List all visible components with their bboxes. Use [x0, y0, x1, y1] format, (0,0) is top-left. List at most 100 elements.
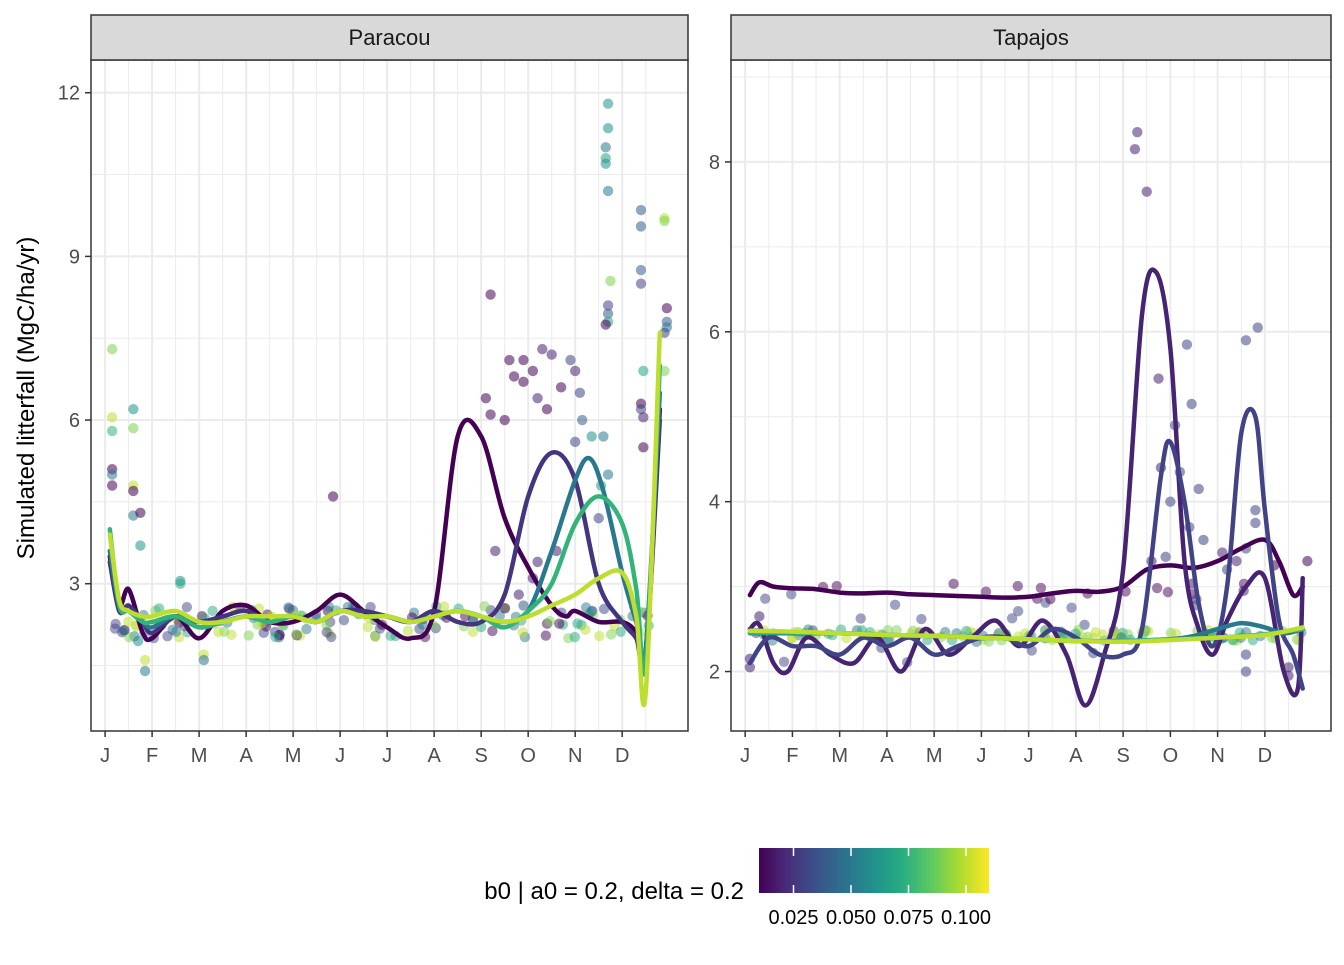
data-point	[555, 382, 567, 393]
data-point	[518, 354, 529, 366]
data-point	[598, 431, 609, 442]
data-point	[325, 631, 337, 643]
data-point	[362, 621, 373, 633]
data-point	[480, 393, 492, 404]
data-point	[1231, 555, 1242, 567]
data-point	[109, 623, 121, 634]
x-tick-label: N	[568, 745, 582, 767]
data-point	[586, 431, 597, 442]
data-point	[532, 393, 543, 404]
x-tick-label: D	[1258, 745, 1272, 767]
data-point	[889, 599, 901, 610]
x-tick-label: J	[740, 745, 750, 767]
data-point	[518, 376, 529, 388]
data-point	[891, 625, 902, 636]
data-point	[786, 589, 797, 600]
data-point	[602, 469, 614, 480]
data-point	[499, 603, 511, 614]
data-point	[128, 403, 139, 415]
data-point	[1012, 606, 1024, 617]
data-point	[577, 414, 588, 426]
data-point	[370, 631, 381, 643]
data-point	[1097, 629, 1109, 640]
data-point	[1012, 580, 1023, 592]
data-point	[638, 365, 649, 377]
colorbar	[759, 848, 989, 893]
data-point	[301, 623, 312, 635]
colorbar-tick-label: 0.050	[826, 907, 876, 929]
data-point	[635, 403, 647, 415]
data-point	[198, 654, 210, 666]
panel-tapajos: Tapajos 2 4 6 8 J F M A M J J A S O N D	[709, 14, 1332, 767]
x-tick-label: M	[285, 745, 302, 767]
data-point	[948, 578, 959, 590]
data-point	[338, 614, 350, 626]
data-point	[602, 308, 614, 319]
data-point	[1193, 483, 1204, 495]
data-point	[1240, 649, 1252, 660]
data-point	[504, 354, 515, 366]
facet-strip	[730, 14, 1332, 61]
data-point	[1066, 602, 1077, 613]
colorbar-legend: 0.025 0.050 0.075 0.100	[759, 848, 991, 929]
data-point	[479, 601, 490, 612]
data-point	[541, 403, 553, 415]
data-point	[106, 412, 118, 423]
data-point	[327, 491, 339, 502]
data-point	[1035, 582, 1047, 594]
x-tick-label: A	[880, 745, 894, 767]
data-point	[760, 593, 771, 604]
data-point	[916, 613, 927, 625]
data-point	[527, 365, 539, 377]
data-point	[1132, 126, 1143, 138]
data-point	[106, 425, 118, 437]
data-point	[778, 656, 790, 668]
data-point	[128, 485, 139, 497]
data-point	[1165, 496, 1176, 507]
data-point	[123, 616, 134, 627]
data-point	[569, 365, 581, 377]
data-point	[593, 513, 604, 524]
data-point	[659, 215, 670, 227]
data-point	[1186, 398, 1197, 410]
data-point	[540, 630, 552, 641]
x-tick-label: J	[382, 745, 392, 767]
y-axis-title: Simulated litterfall (MgC/ha/yr)	[13, 237, 40, 560]
data-point	[128, 423, 139, 434]
data-point	[181, 602, 193, 613]
data-point	[554, 618, 565, 629]
y-tick-label: 6	[69, 410, 80, 432]
data-point	[517, 627, 528, 638]
colorbar-tick-label: 0.025	[768, 907, 818, 929]
data-point	[600, 142, 611, 153]
data-point	[499, 414, 510, 426]
data-point	[284, 603, 295, 615]
y-tick-label: 8	[709, 152, 720, 174]
y-tick-label: 3	[69, 574, 80, 596]
x-tick-label: S	[474, 745, 487, 767]
data-point	[638, 442, 649, 453]
data-point	[1250, 517, 1261, 529]
data-point	[1198, 534, 1209, 546]
data-point	[438, 601, 450, 612]
x-tick-label: F	[146, 745, 158, 767]
series-line	[107, 330, 663, 707]
data-point	[139, 665, 151, 677]
data-point	[635, 204, 647, 216]
x-tick-label: M	[831, 745, 848, 767]
data-point	[635, 264, 647, 276]
x-tick-label: J	[100, 745, 110, 767]
facet-strip-label: Paracou	[349, 25, 431, 50]
data-point	[635, 221, 647, 232]
x-tick-label: F	[786, 745, 798, 767]
data-point	[1283, 662, 1294, 673]
data-point	[1006, 613, 1018, 624]
data-point	[291, 629, 302, 640]
data-point	[580, 624, 591, 635]
series-layer	[747, 267, 1305, 708]
data-point	[1141, 186, 1152, 197]
x-tick-label: J	[335, 745, 345, 767]
data-point	[139, 654, 151, 666]
